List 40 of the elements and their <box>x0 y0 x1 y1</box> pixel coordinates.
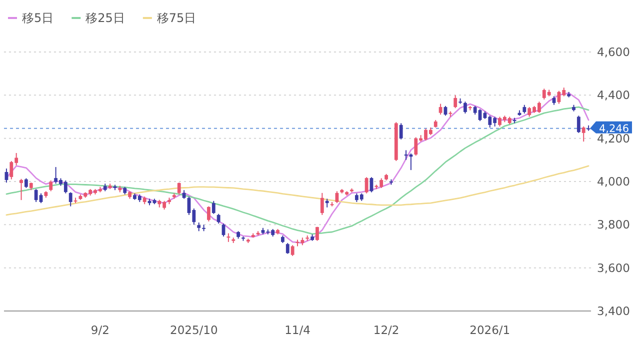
candlestick <box>320 192 324 216</box>
line-series <box>6 165 590 216</box>
candlestick <box>399 122 403 140</box>
legend-label: 移75日 <box>156 11 196 25</box>
candlestick <box>286 242 290 254</box>
ref-line-label: 4,246 <box>598 122 630 135</box>
x-tick-label: 12/2 <box>373 323 400 337</box>
x-tick-label: 2025/10 <box>170 323 218 337</box>
ref-label: 4,246 <box>590 121 632 135</box>
candlestick <box>464 101 467 114</box>
legend-item: 移25日 <box>72 11 125 25</box>
candlestick <box>364 176 368 194</box>
legend-item: 移5日 <box>8 11 54 25</box>
candlestick <box>177 182 181 195</box>
x-tick-label: 2026/1 <box>470 323 510 337</box>
candlestick <box>582 126 586 142</box>
candlestick <box>290 244 294 256</box>
y-tick-label: 3,800 <box>597 218 630 232</box>
y-tick-label: 4,000 <box>597 174 630 188</box>
candlestick <box>216 213 220 224</box>
x-tick-label: 9/2 <box>90 323 110 337</box>
line-series <box>6 106 590 235</box>
candlestick <box>212 200 216 214</box>
y-tick-label: 3,400 <box>597 304 630 318</box>
legend-label: 移5日 <box>22 11 54 25</box>
y-tick-label: 4,400 <box>597 88 630 102</box>
candlestick <box>576 115 580 134</box>
candlestick <box>68 192 72 207</box>
y-tick-label: 3,600 <box>597 260 630 275</box>
x-tick-label: 11/4 <box>284 323 310 337</box>
y-tick-label: 4,600 <box>597 45 630 59</box>
candlestick <box>49 180 53 192</box>
legend-label: 移25日 <box>86 11 125 25</box>
candlestick <box>207 206 210 222</box>
candlestick <box>20 178 23 201</box>
legend-item: 移75日 <box>142 11 196 25</box>
candlestick <box>316 226 319 242</box>
candlestick <box>454 94 458 109</box>
candlestick <box>438 103 442 116</box>
candlestick <box>24 178 28 188</box>
